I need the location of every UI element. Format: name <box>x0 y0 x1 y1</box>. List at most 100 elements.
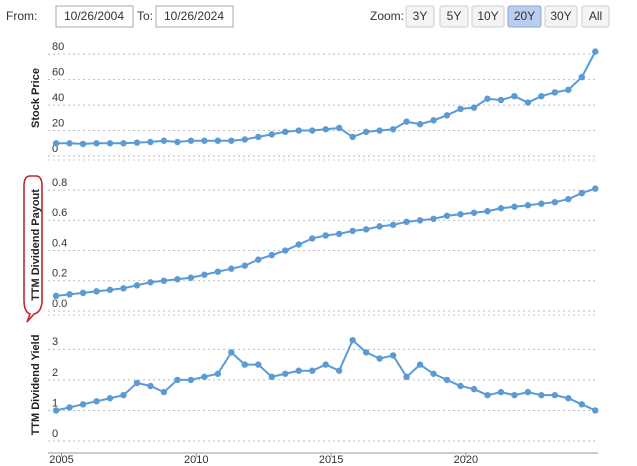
data-point <box>389 221 397 229</box>
y-tick-label: 0 <box>52 428 58 440</box>
data-point <box>430 117 437 124</box>
data-point <box>443 212 451 219</box>
data-point <box>484 208 491 215</box>
zoom-button-label[interactable]: All <box>589 9 602 23</box>
y-tick-label: 20 <box>52 117 64 129</box>
data-point <box>309 235 316 242</box>
data-point <box>174 276 181 283</box>
data-point <box>160 277 168 284</box>
to-input[interactable] <box>155 5 234 28</box>
data-point <box>497 96 505 104</box>
data-point <box>241 361 249 368</box>
data-point <box>322 361 329 368</box>
data-point <box>592 48 599 55</box>
to-date[interactable]: 10/26/2024 <box>164 9 224 23</box>
data-point <box>403 118 410 125</box>
from-label: From: <box>6 9 37 23</box>
data-point <box>389 126 397 133</box>
data-point <box>362 349 370 356</box>
data-point <box>551 89 559 96</box>
data-point <box>187 274 195 281</box>
data-point <box>322 232 329 239</box>
to-label: To: <box>137 9 153 23</box>
data-point <box>524 202 532 209</box>
zoom-button-label[interactable]: 20Y <box>514 9 535 23</box>
from-input[interactable] <box>55 5 134 28</box>
data-point <box>349 227 356 235</box>
data-point <box>322 126 329 133</box>
data-point <box>443 376 451 384</box>
data-point <box>268 251 275 259</box>
data-point <box>66 404 73 411</box>
zoom-button-label[interactable]: 3Y <box>413 9 428 23</box>
data-point <box>160 388 168 396</box>
data-point <box>52 140 60 147</box>
data-point <box>147 138 154 146</box>
data-point <box>349 336 356 344</box>
x-tick-label: 2015 <box>319 454 343 466</box>
data-point <box>430 370 437 377</box>
data-point <box>362 226 370 233</box>
data-point <box>335 230 343 238</box>
zoom-button-label[interactable]: 10Y <box>477 9 498 23</box>
zoom-button[interactable] <box>439 5 469 28</box>
data-point <box>79 289 87 297</box>
data-point <box>403 373 410 381</box>
data-point <box>282 370 289 377</box>
data-point <box>133 379 141 387</box>
data-point <box>443 112 451 119</box>
zoom-button[interactable] <box>581 5 610 28</box>
data-point <box>187 137 195 144</box>
data-point <box>66 140 73 147</box>
zoom-button[interactable] <box>507 5 542 28</box>
data-point <box>187 376 195 384</box>
data-point <box>255 361 262 368</box>
zoom-button[interactable] <box>405 5 435 28</box>
y-tick-label: 0.2 <box>52 268 67 280</box>
data-point <box>201 137 208 144</box>
data-point <box>551 198 559 206</box>
data-point <box>457 105 464 113</box>
zoom-button-label[interactable]: 30Y <box>550 9 571 23</box>
data-point <box>484 95 491 102</box>
data-point <box>147 279 154 286</box>
data-point <box>228 265 235 272</box>
data-point <box>430 215 437 223</box>
highlight-annotation <box>23 175 43 323</box>
x-tick-label: 2005 <box>49 454 73 466</box>
data-point <box>214 268 222 275</box>
data-point <box>470 385 478 393</box>
data-point <box>309 127 316 134</box>
zoom-button[interactable] <box>544 5 578 28</box>
data-point <box>416 217 424 224</box>
data-point <box>255 256 262 263</box>
y-axis-title: Stock Price <box>30 68 42 128</box>
data-point <box>93 288 100 295</box>
data-point <box>470 104 478 111</box>
data-point <box>565 86 572 94</box>
y-tick-label: 3 <box>52 336 58 348</box>
data-point <box>228 349 235 356</box>
y-tick-label: 2 <box>52 367 58 379</box>
data-point <box>93 140 100 147</box>
data-point <box>511 203 518 210</box>
y-tick-label: 40 <box>52 92 64 104</box>
from-date[interactable]: 10/26/2004 <box>64 9 124 23</box>
data-point <box>416 361 424 368</box>
data-point <box>106 140 114 147</box>
data-point <box>538 391 545 399</box>
data-point <box>497 205 505 212</box>
data-point <box>578 189 586 197</box>
data-point <box>578 401 586 408</box>
data-point <box>416 120 424 128</box>
data-point <box>106 286 114 294</box>
data-point <box>214 137 222 144</box>
data-point <box>295 367 302 374</box>
data-point <box>538 92 545 100</box>
data-point <box>565 195 572 203</box>
y-tick-label: 60 <box>52 67 64 79</box>
zoom-button-label[interactable]: 5Y <box>447 9 462 23</box>
zoom-button[interactable] <box>471 5 505 28</box>
data-point <box>241 262 249 269</box>
data-point <box>565 395 572 402</box>
